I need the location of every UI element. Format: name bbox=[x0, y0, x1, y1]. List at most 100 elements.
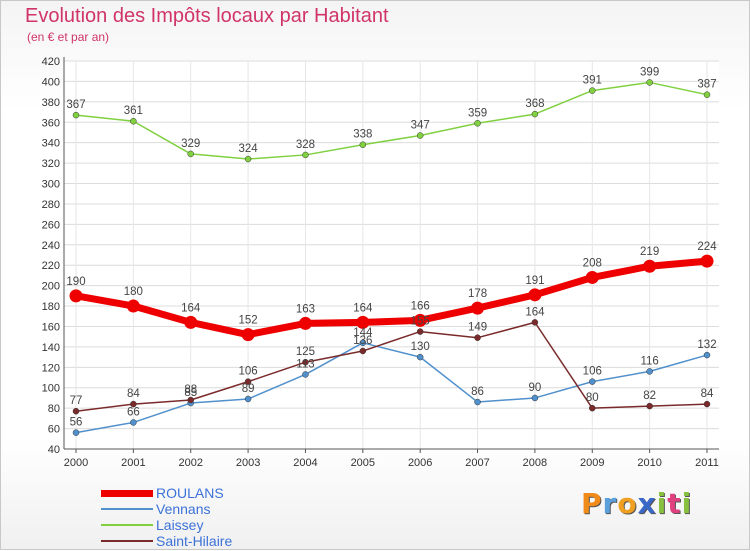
data-label-roulans: 163 bbox=[296, 303, 315, 315]
data-point-laissey bbox=[589, 87, 596, 94]
data-point-laissey bbox=[416, 132, 424, 139]
legend-item-roulans: ROULANS bbox=[101, 485, 301, 501]
data-point-laissey bbox=[187, 150, 194, 158]
data-point-roulans bbox=[528, 288, 542, 302]
logo-letter: r bbox=[602, 487, 618, 520]
data-label-roulans: 164 bbox=[181, 302, 201, 314]
data-label-vennans: 86 bbox=[471, 386, 484, 398]
data-point-roulans bbox=[356, 315, 370, 329]
data-label-roulans: 178 bbox=[468, 288, 487, 300]
y-tick-label: 120 bbox=[42, 362, 60, 374]
series-line-saint-hilaire bbox=[75, 321, 708, 412]
data-point-vennans bbox=[416, 353, 424, 361]
chart-subtitle: (en € et par an) bbox=[27, 30, 110, 44]
y-tick-label: 340 bbox=[42, 138, 60, 150]
x-tick-label: 2005 bbox=[351, 457, 375, 469]
data-label-saint-hilaire: 82 bbox=[643, 390, 656, 402]
data-point-roulans bbox=[413, 313, 427, 327]
data-label-vennans: 106 bbox=[583, 366, 602, 378]
y-tick-label: 260 bbox=[42, 219, 60, 231]
data-point-vennans bbox=[703, 351, 711, 359]
logo-letter: x bbox=[637, 487, 657, 520]
data-label-roulans: 219 bbox=[640, 246, 659, 258]
legend-label: Saint-Hilaire bbox=[156, 533, 233, 549]
data-point-roulans bbox=[471, 301, 485, 315]
logo-letter: t bbox=[667, 487, 682, 520]
data-point-saint-hilaire bbox=[416, 328, 424, 335]
data-label-vennans: 132 bbox=[697, 339, 716, 351]
series-line-roulans bbox=[75, 257, 708, 339]
x-tick-label: 2002 bbox=[178, 457, 202, 469]
plot-area bbox=[64, 61, 719, 449]
data-label-saint-hilaire: 77 bbox=[70, 395, 83, 407]
data-label-saint-hilaire: 106 bbox=[238, 366, 257, 378]
data-label-laissey: 368 bbox=[525, 98, 544, 110]
data-label-roulans: 191 bbox=[525, 275, 544, 287]
data-point-saint-hilaire bbox=[703, 400, 711, 408]
data-label-saint-hilaire: 80 bbox=[586, 392, 599, 404]
data-label-roulans: 152 bbox=[238, 315, 257, 327]
data-label-laissey: 399 bbox=[640, 66, 659, 78]
y-tick-label: 60 bbox=[48, 424, 60, 436]
legend-label: ROULANS bbox=[156, 485, 224, 501]
data-point-roulans bbox=[585, 270, 599, 284]
data-label-laissey: 347 bbox=[411, 120, 430, 132]
data-label-laissey: 338 bbox=[353, 129, 372, 141]
data-label-laissey: 324 bbox=[238, 143, 258, 155]
data-point-saint-hilaire bbox=[187, 396, 194, 404]
legend-swatch bbox=[101, 508, 153, 510]
data-point-laissey bbox=[130, 117, 137, 125]
data-point-roulans bbox=[69, 289, 83, 303]
x-tick-label: 2010 bbox=[637, 457, 661, 469]
axis-layer: 40 60 80 100 120 140 160 180 200 220 240 260 280 300 3… bbox=[42, 56, 719, 469]
logo-letter: P bbox=[581, 487, 603, 520]
y-tick-label: 400 bbox=[42, 76, 60, 88]
data-label-laissey: 367 bbox=[66, 99, 85, 111]
data-label-laissey: 361 bbox=[124, 105, 143, 117]
data-label-vennans: 90 bbox=[529, 382, 542, 394]
data-label-roulans: 164 bbox=[353, 302, 373, 314]
y-tick-label: 380 bbox=[42, 97, 60, 109]
legend-item-laissey: Laissey bbox=[101, 517, 301, 533]
legend-label: Laissey bbox=[156, 517, 204, 533]
y-tick-label: 200 bbox=[42, 281, 60, 293]
data-label-vennans: 116 bbox=[640, 355, 658, 367]
data-point-roulans bbox=[700, 254, 714, 268]
data-point-roulans bbox=[298, 316, 312, 330]
proxiti-logo: Proxiti bbox=[581, 487, 692, 520]
data-label-vennans: 66 bbox=[127, 406, 140, 418]
data-point-saint-hilaire bbox=[359, 347, 367, 355]
data-label-saint-hilaire: 88 bbox=[184, 384, 197, 396]
data-point-vennans bbox=[589, 378, 596, 385]
data-label-roulans: 180 bbox=[124, 286, 143, 298]
y-tick-label: 320 bbox=[42, 158, 60, 170]
data-point-saint-hilaire bbox=[72, 407, 80, 415]
series-line-vennans bbox=[75, 342, 708, 434]
series-layer bbox=[69, 79, 714, 436]
data-point-vennans bbox=[531, 394, 539, 402]
data-point-vennans bbox=[302, 371, 309, 378]
legend-swatch bbox=[101, 540, 153, 542]
data-point-laissey bbox=[474, 120, 481, 127]
data-point-laissey bbox=[244, 155, 252, 163]
y-tick-label: 300 bbox=[42, 179, 60, 191]
data-point-laissey bbox=[302, 151, 309, 159]
legend-item-vennans: Vennans bbox=[101, 501, 301, 517]
data-label-vennans: 89 bbox=[242, 383, 255, 395]
data-label-saint-hilaire: 84 bbox=[701, 388, 714, 400]
data-point-laissey bbox=[703, 91, 711, 98]
data-point-laissey bbox=[646, 79, 653, 86]
data-label-vennans: 130 bbox=[411, 341, 430, 353]
x-tick-label: 2000 bbox=[64, 457, 88, 469]
data-label-laissey: 359 bbox=[468, 107, 487, 119]
data-label-laissey: 391 bbox=[583, 75, 602, 87]
x-tick-label: 2009 bbox=[580, 457, 604, 469]
data-label-vennans: 144 bbox=[353, 327, 373, 339]
data-point-vennans bbox=[359, 339, 367, 347]
grid-layer bbox=[64, 60, 719, 450]
x-tick-label: 2004 bbox=[293, 457, 317, 469]
data-label-vennans: 56 bbox=[70, 417, 83, 429]
logo-letter: i bbox=[656, 487, 668, 520]
logo-letter: o bbox=[617, 487, 638, 520]
